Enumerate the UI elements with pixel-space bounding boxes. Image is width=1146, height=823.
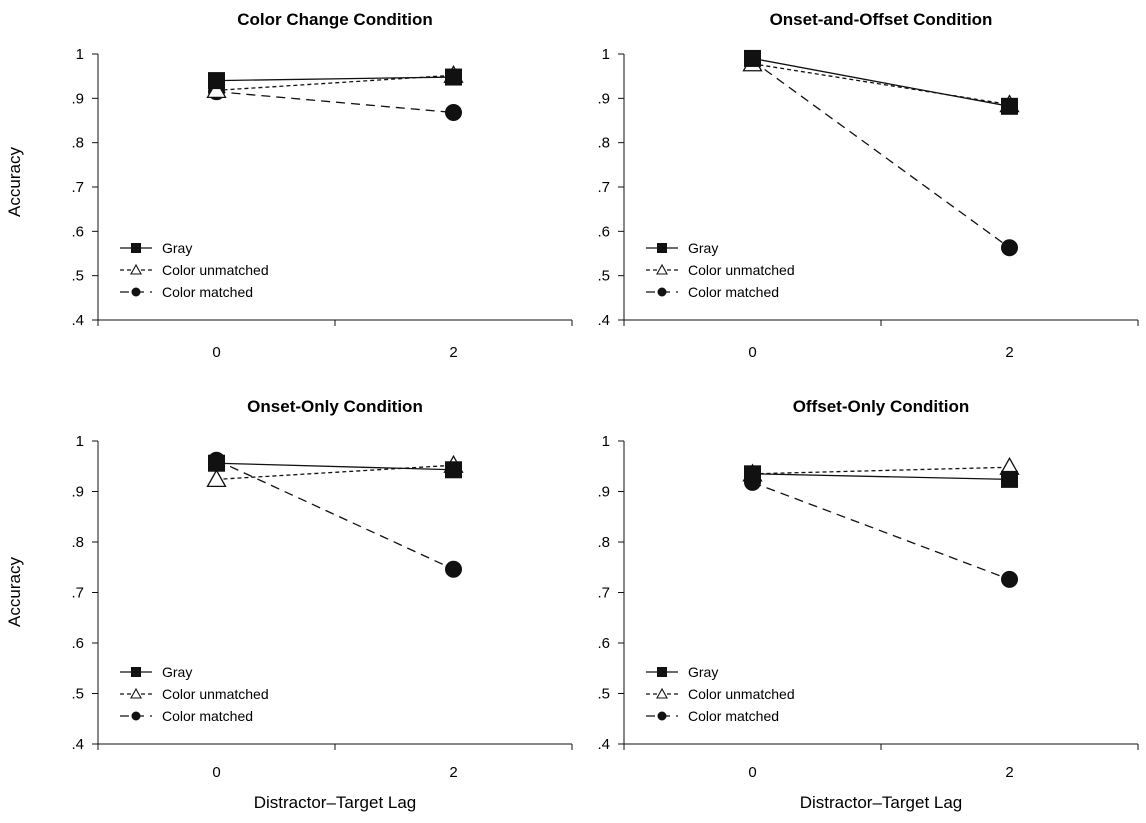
legend-label-1-2: Color matched [688,284,779,300]
legend-marker-1-2 [657,287,667,297]
series-line-3-0 [752,473,1010,481]
legend-marker-2-1 [130,687,142,699]
point-2-0-1 [445,461,462,479]
y-tick-label-2-6: .4 [71,736,84,753]
point-0-2-1 [445,104,462,122]
y-tick-label-2-0: 1 [76,433,84,450]
series-line-2-1 [216,464,454,481]
point-2-2-1 [445,560,462,578]
series-line-2-0 [216,462,454,471]
x-tick-label-2-0: 0 [212,764,220,781]
legend-marker-3-1 [656,687,668,699]
y-tick-label-0-3: .7 [71,179,84,196]
x-tick-label-1-0: 0 [748,344,756,361]
panel-title-1: Onset-and-Offset Condition [770,10,993,29]
y-tick-label-1-4: .6 [597,223,610,240]
legend-marker-2-0 [131,667,141,677]
y-tick-label-3-3: .7 [597,585,610,602]
x-tick-label-1-1: 2 [1005,344,1013,361]
y-tick-label-2-5: .5 [71,686,84,703]
legend-marker-2-2 [131,711,141,721]
y-tick-label-0-5: .5 [71,268,84,285]
y-tick-label-1-6: .4 [597,312,610,329]
y-tick-label-2-1: .9 [71,484,84,501]
series-line-3-1 [752,466,1010,475]
y-tick-label-1-2: .8 [597,135,610,152]
point-0-0-1 [445,68,462,86]
y-axis-title-0: Accuracy [5,147,24,217]
point-0-0-0 [208,72,225,90]
y-tick-label-2-4: .6 [71,635,84,652]
legend-marker-0-2 [131,287,141,297]
legend-label-1-1: Color unmatched [688,262,795,278]
point-1-2-1 [1001,239,1018,257]
legend-marker-1-1 [656,263,668,275]
series-line-1-1 [752,63,1010,106]
y-tick-label-1-0: 1 [602,46,610,63]
y-tick-label-0-0: 1 [76,46,84,63]
y-tick-label-2-2: .8 [71,534,84,551]
legend-label-0-1: Color unmatched [162,262,269,278]
point-0-1-0 [206,80,227,99]
series-line-1-0 [752,57,1010,107]
y-tick-label-3-4: .6 [597,635,610,652]
y-tick-label-0-2: .8 [71,135,84,152]
y-tick-label-1-1: .9 [597,90,610,107]
legend-marker-0-1 [130,263,142,275]
y-tick-label-3-2: .8 [597,534,610,551]
legend-label-0-2: Color matched [162,284,253,300]
point-2-0-0 [208,454,225,472]
y-tick-label-3-0: 1 [602,433,610,450]
legend-marker-3-2 [657,711,667,721]
point-3-0-1 [1001,470,1018,488]
y-tick-label-3-5: .5 [597,686,610,703]
legend-label-2-2: Color matched [162,708,253,724]
y-axis-title-1: Accuracy [5,557,24,627]
y-tick-label-1-3: .7 [597,179,610,196]
panel-title-2: Onset-Only Condition [247,397,423,416]
y-tick-label-1-5: .5 [597,268,610,285]
x-tick-label-3-1: 2 [1005,764,1013,781]
series-line-0-0 [216,76,454,82]
panel-title-3: Offset-Only Condition [793,397,970,416]
point-3-2-1 [1001,570,1018,588]
x-axis-title-1: Distractor–Target Lag [800,793,963,812]
point-1-0-1 [1001,97,1018,115]
legend-label-3-0: Gray [688,664,718,680]
y-tick-label-3-1: .9 [597,484,610,501]
x-tick-label-0-0: 0 [212,344,220,361]
point-2-1-0 [206,469,227,488]
y-tick-label-0-6: .4 [71,312,84,329]
series-line-0-1 [216,74,454,92]
legend-label-2-1: Color unmatched [162,686,269,702]
point-1-0-0 [744,49,761,67]
x-tick-label-0-1: 2 [449,344,457,361]
x-axis-title-0: Distractor–Target Lag [254,793,417,812]
series-line-2-2 [216,459,454,570]
y-tick-label-0-1: .9 [71,90,84,107]
legend-label-0-0: Gray [162,240,192,256]
point-3-0-0 [744,465,761,483]
x-tick-label-3-0: 0 [748,764,756,781]
legend-label-1-0: Gray [688,240,718,256]
panel-title-0: Color Change Condition [237,10,432,29]
series-line-1-2 [752,60,1010,249]
legend-label-3-1: Color unmatched [688,686,795,702]
series-line-3-2 [752,481,1010,580]
legend-marker-3-0 [657,667,667,677]
y-tick-label-3-6: .4 [597,736,610,753]
series-line-0-2 [216,91,454,114]
legend-label-2-0: Gray [162,664,192,680]
y-tick-label-0-4: .6 [71,223,84,240]
x-tick-label-2-1: 2 [449,764,457,781]
legend-label-3-2: Color matched [688,708,779,724]
y-tick-label-2-3: .7 [71,585,84,602]
legend-marker-0-0 [131,243,141,253]
legend-marker-1-0 [657,243,667,253]
